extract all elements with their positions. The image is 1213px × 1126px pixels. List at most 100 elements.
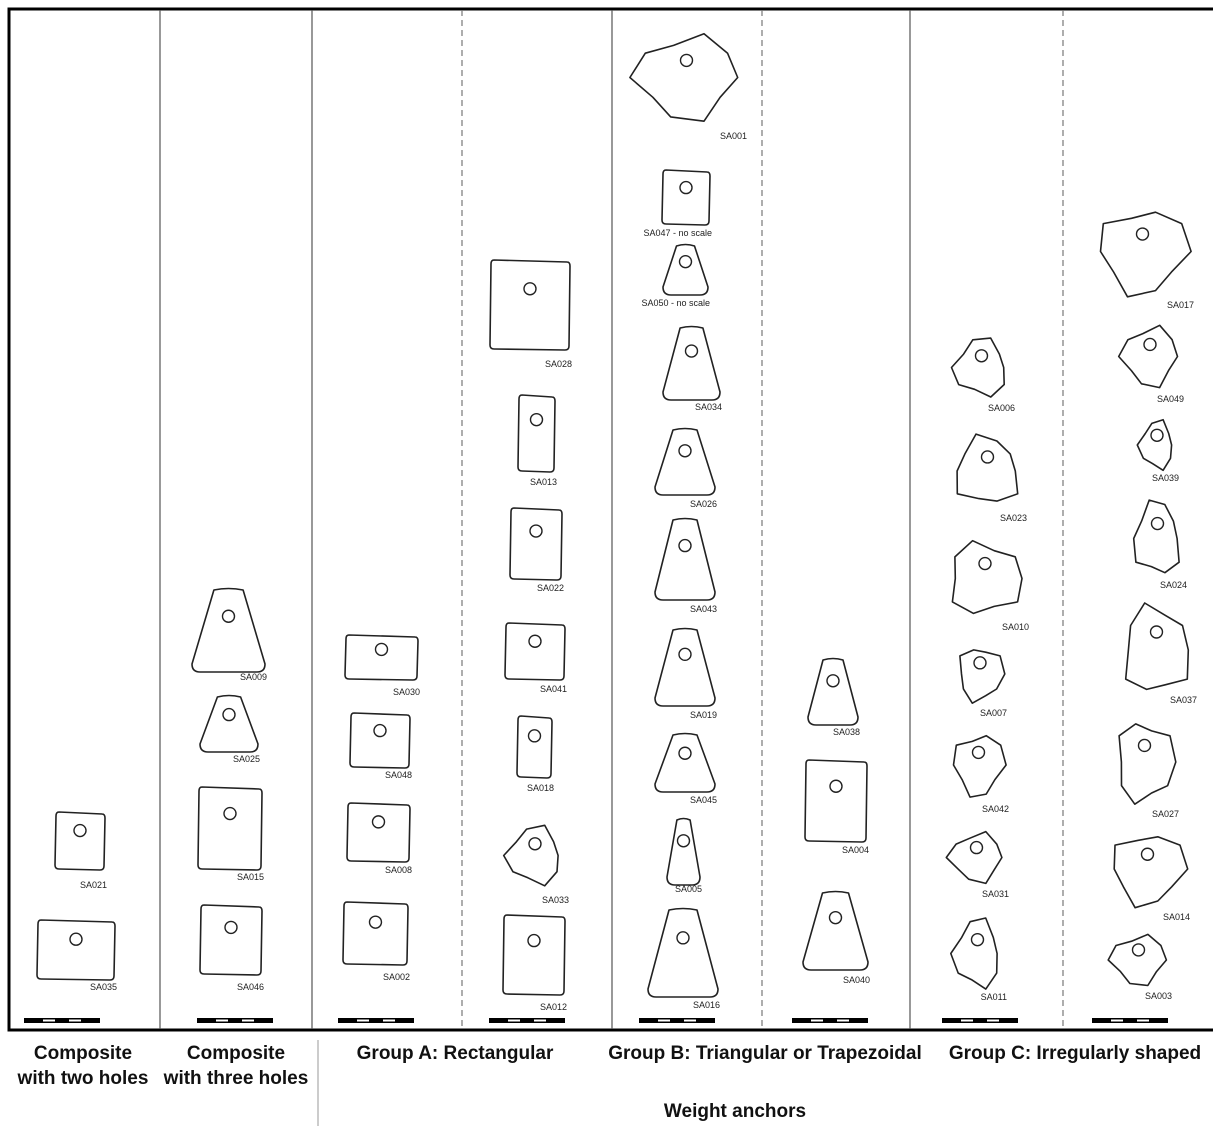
anchor-label: SA007 (980, 708, 1007, 718)
scale-bar-segment (534, 1019, 546, 1022)
anchor-outline (199, 904, 263, 976)
anchor-outline (516, 715, 553, 779)
anchor-outline (950, 917, 998, 990)
scale-bar-segment (987, 1019, 999, 1022)
scale-bar-segment (684, 1019, 696, 1022)
anchor-hole (374, 642, 389, 657)
anchor-hole (527, 729, 542, 743)
anchor-hole (368, 915, 383, 929)
scale-bar-segment (811, 1019, 823, 1022)
group-caption: Composite (34, 1043, 132, 1064)
anchor-outline (346, 802, 411, 863)
anchor-label: SA037 (1170, 695, 1197, 705)
scale-bar-segment (837, 1019, 849, 1022)
anchor-outline (959, 649, 1006, 704)
group-caption: with two holes (17, 1068, 149, 1089)
anchor-hole (69, 932, 83, 946)
anchor-hole (678, 647, 692, 662)
anchor-hole (974, 349, 989, 363)
anchor-hole (676, 834, 691, 848)
anchor-hole (969, 840, 984, 855)
scale-bar-segment (658, 1019, 670, 1022)
anchor-outline (349, 712, 411, 769)
anchor-label: SA011 (981, 992, 1007, 1002)
anchor-label: SA025 (233, 754, 260, 764)
anchor-outline (1124, 602, 1190, 691)
anchor-hole (1143, 337, 1157, 352)
anchor-hole (1150, 516, 1165, 531)
anchor-label: SA038 (833, 727, 860, 737)
anchor-outline (342, 901, 409, 966)
anchor-hole (1149, 625, 1164, 639)
anchor-outline (654, 627, 716, 707)
scale-bar (1092, 1018, 1168, 1023)
anchor-label: SA042 (982, 804, 1009, 814)
anchor-label: SA010 (1002, 622, 1029, 632)
scale-bar-segment (1111, 1019, 1123, 1022)
anchor-hole (73, 823, 87, 838)
anchor-outline (956, 433, 1019, 502)
anchor-outline (1107, 933, 1168, 987)
scale-bar-segment (961, 1019, 973, 1022)
anchor-label: SA015 (237, 872, 264, 882)
anchor-label: SA039 (1152, 473, 1179, 483)
anchor-hole (373, 723, 387, 738)
anchor-label: SA008 (385, 865, 412, 875)
anchor-hole (678, 746, 692, 760)
anchor-hole (223, 806, 237, 821)
scale-bar-segment (357, 1019, 369, 1022)
anchor-hole (826, 674, 840, 688)
anchor-label: SA031 (982, 889, 1009, 899)
anchor-outline (517, 394, 556, 473)
anchor-label: SA009 (240, 672, 267, 682)
anchor-outline (647, 907, 719, 998)
anchor-hole (676, 931, 690, 945)
figure-footer: Weight anchors (664, 1101, 806, 1122)
anchor-hole (221, 609, 236, 623)
anchor-label: SA045 (690, 795, 717, 805)
anchor-label: SA016 (693, 1000, 720, 1010)
anchor-outline (661, 169, 711, 226)
anchor-hole (973, 656, 987, 670)
anchor-hole (528, 634, 542, 648)
anchor-outline (1113, 836, 1189, 909)
anchor-label: SA004 (842, 845, 869, 855)
anchor-outline (662, 325, 721, 401)
anchor-hole (678, 538, 692, 553)
anchor-outline (804, 759, 868, 843)
scale-bar (639, 1018, 715, 1023)
anchor-hole (224, 920, 238, 935)
anchor-label: SA043 (690, 604, 717, 614)
scale-bar-segment (383, 1019, 395, 1022)
anchor-outline (802, 890, 869, 971)
anchor-outline (36, 919, 116, 981)
anchor-label: SA027 (1152, 809, 1179, 819)
anchor-hole (1135, 227, 1150, 241)
group-caption: Composite (187, 1043, 285, 1064)
anchor-hole (523, 282, 537, 296)
anchor-hole (1137, 738, 1152, 753)
scale-bar (942, 1018, 1018, 1023)
anchor-label: SA028 (545, 359, 572, 369)
anchor-hole (529, 524, 543, 538)
scale-bar-segment (69, 1019, 81, 1022)
scale-bar (197, 1018, 273, 1023)
anchor-outline (654, 732, 716, 793)
anchor-hole (978, 556, 992, 571)
anchor-outline (1132, 499, 1180, 574)
anchor-hole (1150, 428, 1164, 442)
anchor-label: SA040 (843, 975, 870, 985)
anchor-label: SA034 (695, 402, 722, 412)
anchor-label: SA017 (1167, 300, 1194, 310)
anchor-label: SA019 (690, 710, 717, 720)
anchor-outline (1136, 418, 1173, 472)
anchor-hole (222, 707, 236, 722)
anchor-outline (945, 830, 1003, 885)
scale-bar (338, 1018, 414, 1023)
anchor-outline (504, 622, 566, 681)
anchor-outline (502, 824, 559, 887)
anchor-label: SA026 (690, 499, 717, 509)
anchor-label: SA013 (530, 477, 557, 487)
anchor-hole (971, 745, 986, 760)
scale-bar (489, 1018, 565, 1023)
